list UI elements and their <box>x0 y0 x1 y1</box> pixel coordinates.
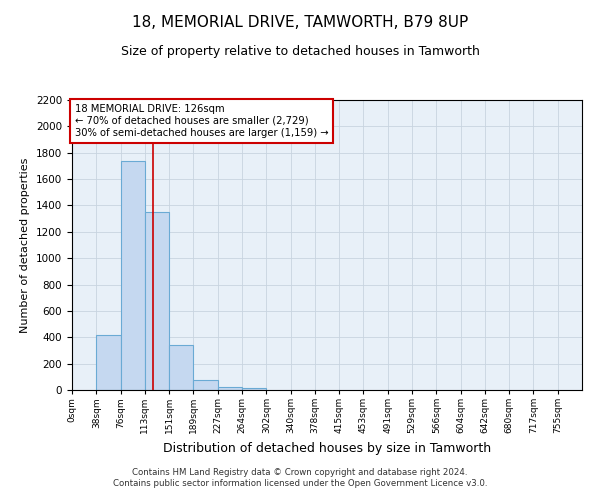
Text: 18, MEMORIAL DRIVE, TAMWORTH, B79 8UP: 18, MEMORIAL DRIVE, TAMWORTH, B79 8UP <box>132 15 468 30</box>
Bar <box>169 345 193 390</box>
Text: Contains HM Land Registry data © Crown copyright and database right 2024.
Contai: Contains HM Land Registry data © Crown c… <box>113 468 487 487</box>
Bar <box>145 212 169 390</box>
X-axis label: Distribution of detached houses by size in Tamworth: Distribution of detached houses by size … <box>163 442 491 454</box>
Bar <box>242 388 266 390</box>
Text: Size of property relative to detached houses in Tamworth: Size of property relative to detached ho… <box>121 45 479 58</box>
Text: 18 MEMORIAL DRIVE: 126sqm
← 70% of detached houses are smaller (2,729)
30% of se: 18 MEMORIAL DRIVE: 126sqm ← 70% of detac… <box>74 104 328 138</box>
Bar <box>218 386 242 390</box>
Y-axis label: Number of detached properties: Number of detached properties <box>20 158 31 332</box>
Bar <box>121 162 145 390</box>
Bar <box>193 380 218 390</box>
Bar <box>96 336 121 390</box>
